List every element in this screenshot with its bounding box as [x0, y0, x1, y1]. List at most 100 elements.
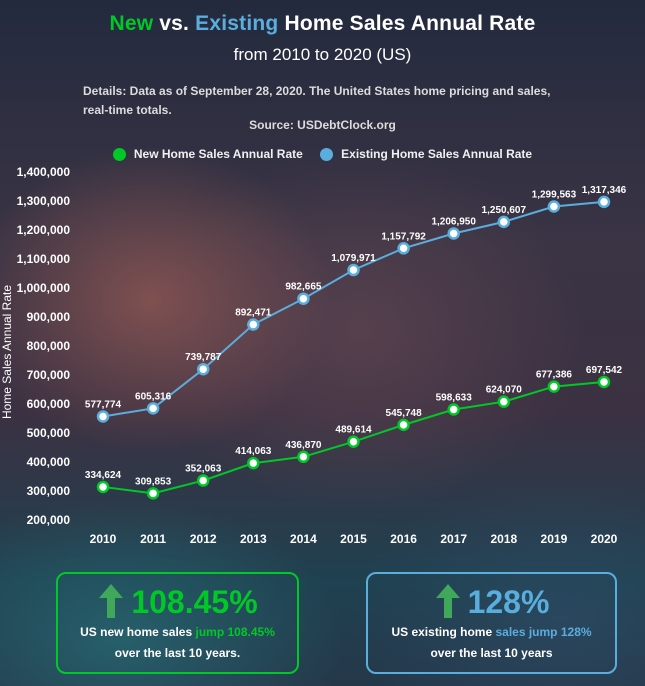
y-tick-label: 1,300,000 [17, 194, 71, 208]
y-tick-label: 1,400,000 [17, 165, 71, 179]
new-sales-line1: US new home sales jump 108.45% [58, 622, 297, 643]
data-point-existing [547, 200, 561, 213]
y-tick-label: 1,000,000 [17, 281, 71, 295]
new-sales-big: 108.45% [58, 582, 297, 622]
data-label-new: 352,063 [185, 464, 222, 475]
new-sales-prefix: US new home sales [80, 625, 196, 639]
y-tick-label: 500,000 [27, 426, 71, 440]
y-tick-label: 800,000 [27, 339, 71, 353]
x-tick-label: 2017 [440, 532, 467, 546]
title-new: New [109, 12, 154, 35]
x-tick-label: 2015 [340, 532, 367, 546]
data-point-existing [196, 362, 210, 376]
title-existing: Existing [195, 12, 279, 35]
data-label-new: 334,624 [85, 470, 122, 481]
data-label-new: 489,614 [335, 425, 372, 436]
new-sales-card: 108.45% US new home sales jump 108.45% o… [56, 572, 299, 674]
data-label-existing: 1,317,346 [582, 185, 627, 196]
new-sales-percent: 108.45% [131, 584, 258, 620]
data-label-new: 309,853 [135, 476, 172, 487]
data-point-existing [497, 215, 511, 229]
data-point-new [597, 375, 611, 389]
data-label-existing: 577,774 [85, 399, 122, 410]
y-tick-label: 200,000 [27, 513, 71, 527]
data-point-new [146, 487, 160, 500]
data-point-existing [247, 318, 260, 331]
data-point-existing [96, 410, 110, 423]
data-point-existing [146, 402, 160, 415]
chart-title: New vs. Existing Home Sales Annual Rate [0, 12, 645, 36]
x-tick-label: 2019 [541, 532, 568, 546]
legend: New Home Sales Annual Rate Existing Home… [0, 147, 645, 164]
x-tick-label: 2016 [390, 532, 417, 546]
data-label-new: 624,070 [486, 385, 523, 396]
new-sales-line2: over the last 10 years. [114, 646, 241, 660]
data-label-existing: 982,665 [285, 282, 322, 293]
chart-subtitle: from 2010 to 2020 (US) [233, 45, 412, 64]
legend-item-existing[interactable]: Existing Home Sales Annual Rate [320, 147, 532, 161]
data-label-new: 414,063 [235, 446, 272, 457]
existing-sales-big: 128% [368, 582, 615, 622]
y-axis-label: Home Sales Annual Rate [0, 285, 14, 419]
x-tick-label: 2014 [290, 532, 317, 546]
series-line-existing [102, 200, 605, 418]
data-point-existing [347, 263, 360, 277]
x-tick-label: 2013 [240, 532, 267, 546]
x-tick-label: 2010 [90, 532, 117, 546]
x-tick-label: 2020 [591, 532, 618, 546]
arrow-up-icon [435, 584, 460, 618]
data-point-new [247, 456, 260, 470]
existing-sales-highlight: sales jump 128% [495, 625, 592, 639]
y-tick-label: 900,000 [27, 310, 71, 324]
new-sales-highlight: jump 108.45% [195, 625, 275, 639]
existing-sales-card: 128% US existing home sales jump 128% ov… [366, 572, 617, 674]
source-text: Source: USDebtClock.org [249, 118, 396, 132]
existing-sales-prefix: US existing home [391, 625, 496, 639]
data-point-existing [597, 195, 611, 209]
y-tick-label: 400,000 [27, 455, 71, 469]
data-label-existing: 1,157,792 [381, 231, 426, 242]
data-point-new [397, 418, 410, 432]
legend-dot-existing [320, 147, 334, 161]
data-label-existing: 739,787 [185, 352, 222, 363]
details-text: Details: Data as of September 28, 2020. … [83, 84, 551, 117]
data-point-existing [447, 227, 460, 240]
existing-sales-percent: 128% [467, 584, 550, 620]
x-tick-label: 2011 [140, 532, 166, 546]
legend-label-new: New Home Sales Annual Rate [133, 147, 303, 161]
legend-label-existing: Existing Home Sales Annual Rate [341, 147, 533, 161]
arrow-up-icon [99, 584, 124, 618]
data-point-existing [397, 242, 410, 255]
existing-sales-line2: over the last 10 years [430, 646, 553, 660]
title-vs: vs. [153, 12, 196, 35]
data-point-new [347, 435, 360, 448]
y-tick-label: 700,000 [27, 368, 71, 382]
data-label-existing: 1,206,950 [431, 216, 476, 227]
data-label-new: 677,386 [536, 370, 573, 381]
data-label-existing: 892,471 [235, 308, 272, 319]
data-point-existing [297, 292, 310, 305]
y-tick-label: 600,000 [27, 397, 71, 411]
y-tick-label: 1,200,000 [17, 223, 71, 237]
data-point-new [447, 403, 460, 416]
x-tick-label: 2012 [190, 532, 217, 546]
data-point-new [96, 480, 110, 494]
data-point-new [196, 474, 210, 487]
x-tick-label: 2018 [490, 532, 517, 546]
legend-dot-new [112, 147, 126, 161]
data-label-existing: 605,316 [135, 391, 172, 402]
data-label-existing: 1,079,971 [331, 253, 376, 264]
existing-sales-line1: US existing home sales jump 128% [368, 622, 615, 643]
line-chart: 1,400,000 1,300,000 1,200,000 1,100,000 1,00… [0, 165, 627, 546]
data-point-new [547, 380, 561, 393]
data-label-existing: 1,299,563 [532, 190, 577, 201]
data-label-new: 697,542 [586, 365, 623, 376]
data-label-new: 598,633 [436, 393, 473, 404]
data-label-existing: 1,250,607 [482, 205, 527, 216]
data-point-new [497, 395, 511, 408]
data-label-new: 436,870 [285, 440, 322, 451]
legend-item-new[interactable]: New Home Sales Annual Rate [112, 147, 303, 161]
title-rest: Home Sales Annual Rate [278, 12, 536, 35]
data-point-new [297, 450, 310, 464]
data-label-new: 545,748 [386, 408, 423, 419]
